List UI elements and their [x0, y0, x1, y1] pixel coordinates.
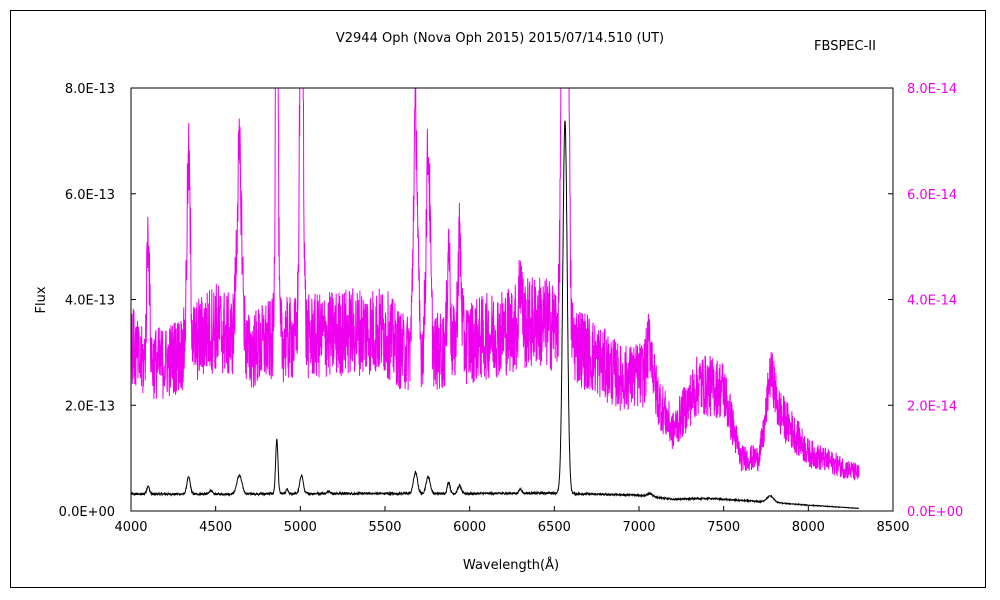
chart-frame: [10, 10, 986, 588]
x-axis-label: Wavelength(Å): [463, 557, 559, 573]
x-tick-label: 5000: [284, 520, 317, 535]
instrument-label: FBSPEC-II: [814, 39, 876, 54]
y-right-tick-label: 2.0E-14: [907, 399, 957, 414]
x-tick-label: 6000: [453, 520, 486, 535]
x-tick-label: 8500: [876, 520, 909, 535]
y-left-tick-label: 2.0E-13: [65, 399, 115, 414]
x-tick-label: 4000: [114, 520, 147, 535]
magenta-spectrum-line: [131, 88, 860, 481]
y-right-tick-label: 4.0E-14: [907, 294, 957, 309]
y-right-tick-label: 0.0E+00: [907, 505, 963, 520]
y-axis-label: Flux: [34, 286, 49, 313]
y-left-tick-label: 8.0E-13: [65, 82, 115, 97]
plot-area-border: [130, 87, 894, 512]
black-spectrum-line: [131, 120, 860, 510]
x-tick-label: 8000: [792, 520, 825, 535]
x-tick-label: 6500: [538, 520, 571, 535]
y-left-tick-label: 4.0E-13: [65, 294, 115, 309]
x-tick-label: 7500: [707, 520, 740, 535]
y-left-tick-label: 6.0E-13: [65, 188, 115, 203]
x-tick-label: 7000: [622, 520, 655, 535]
y-right-tick-label: 6.0E-14: [907, 188, 957, 203]
chart-title: V2944 Oph (Nova Oph 2015) 2015/07/14.510…: [336, 31, 664, 46]
x-tick-label: 5500: [368, 520, 401, 535]
x-tick-label: 4500: [199, 520, 232, 535]
y-right-tick-label: 8.0E-14: [907, 82, 957, 97]
y-left-tick-label: 0.0E+00: [59, 505, 115, 520]
